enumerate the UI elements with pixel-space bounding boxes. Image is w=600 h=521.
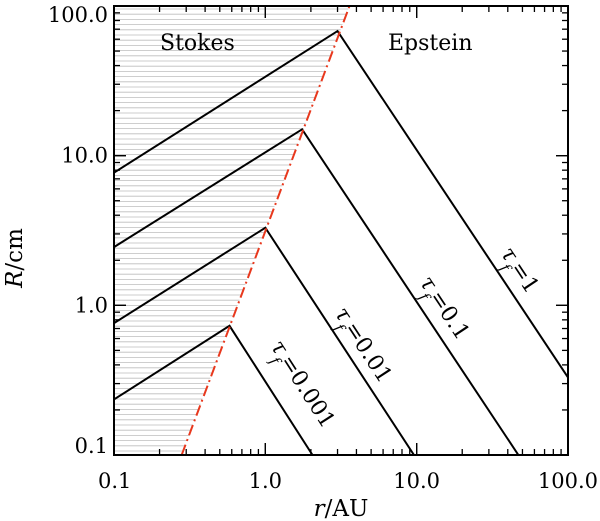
- x-tick-label: 100.0: [538, 469, 598, 493]
- axis-tick-labels: 0.1 1.0 10.0 100.0 0.1 1.0 10.0 100.0: [48, 3, 598, 493]
- curve-label-3: τf=0.1: [408, 271, 474, 348]
- tau-value: =0.001: [275, 351, 340, 433]
- plot-frame: [113, 5, 569, 456]
- stokes-epstein-boundary-line: [180, 6, 351, 455]
- x-axis-label-unit: /AU: [325, 496, 369, 521]
- y-tick-label: 1.0: [75, 293, 108, 317]
- stokes-hatch-region: [114, 8, 349, 452]
- y-tick-label: 10.0: [61, 144, 108, 168]
- series-line-4: [114, 29, 568, 378]
- y-axis-label-var: R: [2, 271, 28, 289]
- region-label-epstein: Epstein: [388, 31, 473, 56]
- x-tick-label: 1.0: [249, 469, 282, 493]
- x-axis-label: r/AU: [314, 496, 369, 521]
- series-line-1: [114, 324, 314, 455]
- axis-ticks: [113, 5, 569, 456]
- region-label-stokes: Stokes: [160, 31, 235, 56]
- x-axis-label-var: r: [314, 496, 327, 521]
- curve-label-1: τf=0.001: [259, 336, 340, 437]
- tau-value: =0.1: [424, 286, 474, 344]
- series-line-3: [114, 127, 520, 455]
- x-tick-label: 10.0: [393, 469, 440, 493]
- x-tick-label: 0.1: [98, 469, 131, 493]
- y-axis-label: R/cm: [2, 228, 28, 289]
- y-tick-label: 100.0: [48, 3, 108, 27]
- series-line-2: [114, 226, 415, 455]
- curve-label-4: τf=1: [489, 242, 543, 301]
- series-layer: [114, 29, 568, 455]
- boundary-layer: [180, 6, 351, 455]
- y-tick-label: 0.1: [75, 434, 108, 458]
- y-axis-label-unit: /cm: [2, 228, 28, 271]
- curve-label-2: τf=0.01: [323, 303, 396, 392]
